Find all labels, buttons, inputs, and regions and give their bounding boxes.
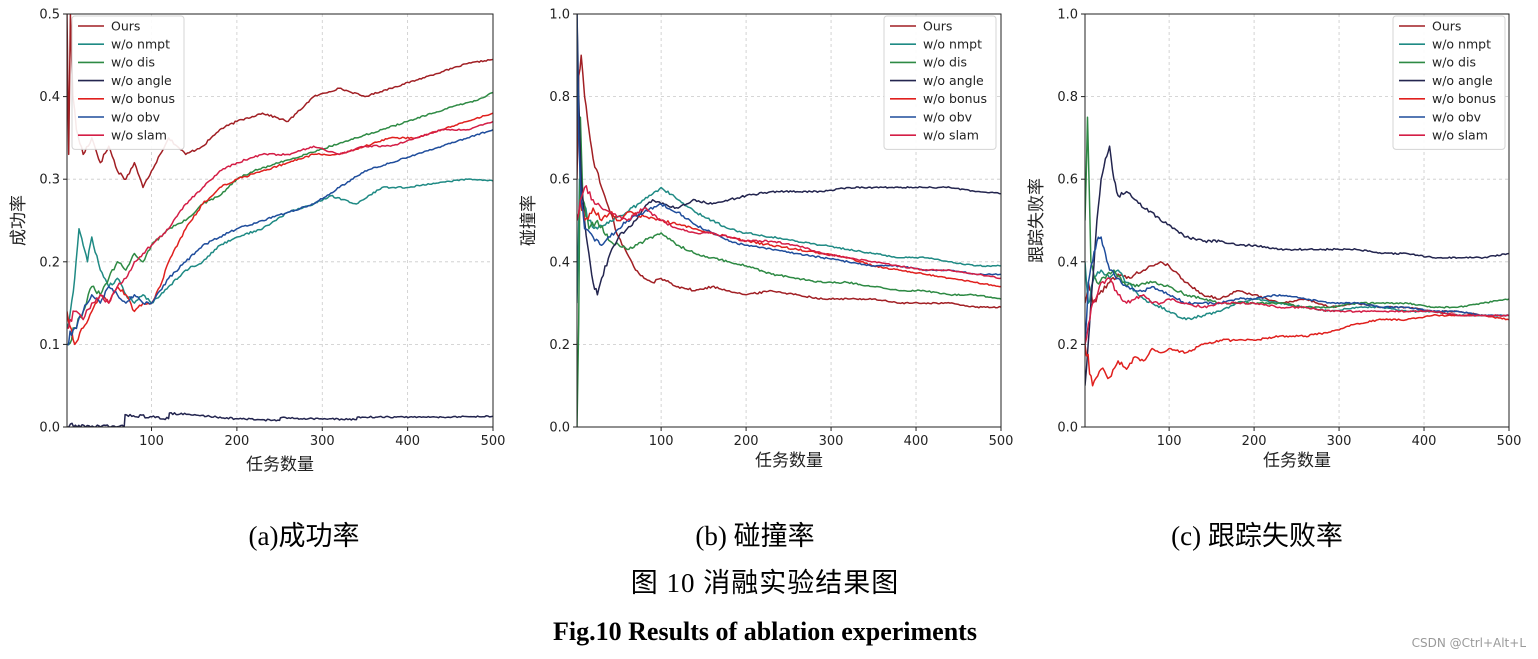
- figure-caption-en: Fig.10 Results of ablation experiments: [553, 617, 977, 646]
- y-axis-label: 跟踪失败率: [1027, 178, 1047, 263]
- y-tick-label: 1.0: [549, 8, 570, 23]
- legend: Ours w/o nmpt w/o dis w/o angle w/o bonus w/o…: [71, 15, 185, 150]
- legend-box: [71, 15, 185, 150]
- series-line-w-o-slam: [1085, 277, 1509, 345]
- y-tick-label: 0.4: [549, 255, 570, 270]
- subcaption-b: (b) 碰撞率: [695, 521, 815, 551]
- x-tick-label: 300: [819, 434, 844, 449]
- axes-frame: [66, 13, 494, 428]
- y-tick-label: 0.1: [39, 338, 60, 353]
- y-tick-label: 0.8: [549, 90, 570, 105]
- series-line-w-o-bonus: [1085, 314, 1509, 387]
- y-tick-label: 0.8: [1057, 90, 1078, 105]
- legend-label: w/o bonus: [923, 91, 987, 106]
- legend-label: w/o nmpt: [923, 37, 982, 52]
- x-tick-label: 100: [1157, 434, 1182, 449]
- legend-label: Ours: [1432, 18, 1461, 33]
- chart-1: 100 200 300 400 500 0.0 0.2 0.4 0.6 0.8 1.0 任务数量 碰撞率…: [519, 8, 1013, 472]
- series-line-w-o-dis: [577, 116, 1001, 427]
- series-line-w-o-obv: [1085, 236, 1509, 345]
- y-tick-label: 0.6: [549, 173, 570, 188]
- x-tick-label: 200: [734, 434, 759, 449]
- y-tick-label: 0.6: [1057, 173, 1078, 188]
- legend-label: Ours: [111, 18, 140, 33]
- legend-label: w/o nmpt: [1432, 37, 1491, 52]
- series-line-w-o-slam: [67, 120, 493, 329]
- legend-label: w/o bonus: [111, 91, 175, 106]
- series-group: [577, 14, 1001, 427]
- legend-label: w/o slam: [1432, 128, 1488, 143]
- y-axis-label: 成功率: [9, 195, 29, 246]
- legend-label: w/o angle: [1432, 73, 1493, 88]
- series-group: [1085, 116, 1509, 387]
- chart-0: 100 200 300 400 500 0.0 0.1 0.2 0.3 0.4 0.5 任务数量 成功率…: [9, 8, 505, 476]
- y-tick-label: 0.2: [39, 255, 60, 270]
- x-tick-label: 100: [139, 434, 164, 449]
- csdn-watermark: CSDN @Ctrl+Alt+L: [1411, 636, 1526, 650]
- x-tick-label: 400: [1412, 434, 1437, 449]
- y-tick-label: 0.0: [39, 421, 60, 436]
- series-group: [67, 14, 493, 427]
- y-axis-label: 碰撞率: [519, 195, 539, 246]
- legend-label: w/o bonus: [1432, 91, 1496, 106]
- legend-label: w/o angle: [923, 73, 984, 88]
- legend-box: [883, 15, 997, 150]
- series-line-w-o-obv: [67, 128, 493, 346]
- y-tick-label: 1.0: [1057, 8, 1078, 23]
- axes-frame: [576, 13, 1002, 428]
- legend-label: w/o dis: [111, 55, 155, 70]
- legend-label: w/o dis: [1432, 55, 1476, 70]
- x-tick-label: 300: [310, 434, 335, 449]
- series-line-w-o-nmpt: [67, 178, 493, 329]
- series-line-w-o-bonus: [577, 199, 1001, 288]
- subcaption-c: (c) 跟踪失败率: [1171, 521, 1343, 551]
- x-tick-label: 400: [904, 434, 929, 449]
- y-tick-label: 0.4: [39, 90, 60, 105]
- legend-label: w/o angle: [111, 73, 172, 88]
- x-tick-label: 500: [1497, 434, 1522, 449]
- legend-label: w/o obv: [111, 109, 161, 124]
- series-line-w-o-dis: [1085, 116, 1509, 309]
- series-line-ours: [577, 54, 1001, 309]
- y-tick-label: 0.0: [549, 421, 570, 436]
- x-tick-label: 200: [1242, 434, 1267, 449]
- legend-label: w/o dis: [923, 55, 967, 70]
- legend-label: Ours: [923, 18, 952, 33]
- x-axis-label: 任务数量: [755, 451, 823, 471]
- x-axis-label: 任务数量: [1263, 451, 1331, 471]
- x-axis-label: 任务数量: [246, 455, 314, 475]
- chart-2: 100 200 300 400 500 0.0 0.2 0.4 0.6 0.8 1.0 任务数量 跟踪失…: [1027, 8, 1521, 472]
- y-tick-label: 0.2: [1057, 338, 1078, 353]
- x-tick-label: 100: [649, 434, 674, 449]
- y-tick-label: 0.3: [39, 173, 60, 188]
- legend: Ours w/o nmpt w/o dis w/o angle w/o bonus w/o…: [883, 15, 997, 150]
- x-tick-label: 200: [224, 434, 249, 449]
- series-line-w-o-angle: [1085, 145, 1509, 386]
- legend: Ours w/o nmpt w/o dis w/o angle w/o bonus w/o…: [1392, 15, 1506, 150]
- legend-label: w/o slam: [923, 128, 979, 143]
- series-line-w-o-nmpt: [577, 178, 1001, 304]
- legend-label: w/o slam: [111, 128, 167, 143]
- legend-label: w/o obv: [923, 109, 973, 124]
- y-tick-label: 0.4: [1057, 255, 1078, 270]
- x-tick-label: 400: [395, 434, 420, 449]
- x-tick-label: 300: [1327, 434, 1352, 449]
- legend-box: [1392, 15, 1506, 150]
- y-tick-label: 0.0: [1057, 421, 1078, 436]
- figure-caption-cn: 图 10 消融实验结果图: [630, 568, 900, 598]
- y-tick-label: 0.2: [549, 338, 570, 353]
- x-tick-label: 500: [989, 434, 1014, 449]
- series-line-ours: [67, 14, 493, 189]
- axes-frame: [1084, 13, 1510, 428]
- series-line-w-o-slam: [577, 185, 1001, 280]
- x-tick-label: 500: [481, 434, 506, 449]
- series-line-w-o-dis: [67, 91, 493, 346]
- y-tick-label: 0.5: [39, 8, 60, 23]
- legend-label: w/o nmpt: [111, 37, 170, 52]
- subcaption-a: (a)成功率: [248, 521, 360, 551]
- legend-label: w/o obv: [1432, 109, 1482, 124]
- series-line-w-o-angle: [67, 411, 493, 427]
